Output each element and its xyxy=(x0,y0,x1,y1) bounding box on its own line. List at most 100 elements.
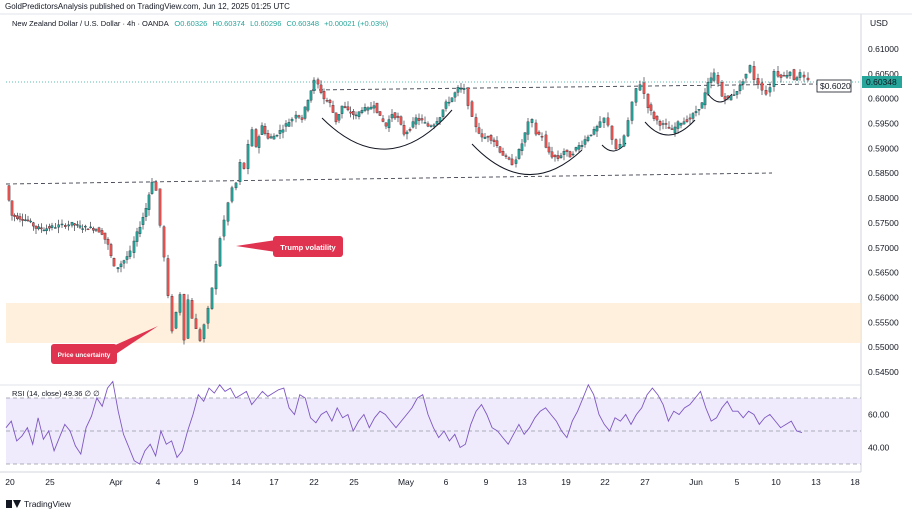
candle-body xyxy=(34,225,38,229)
candle xyxy=(337,114,341,124)
candle xyxy=(595,124,599,137)
candle-body xyxy=(405,131,409,135)
candle xyxy=(630,101,634,125)
candle xyxy=(92,226,95,234)
candle xyxy=(194,313,198,330)
price-tick-label: 0.55000 xyxy=(868,342,899,352)
candle-body xyxy=(622,135,626,147)
candle xyxy=(483,133,487,140)
candle xyxy=(772,69,776,92)
candle-body xyxy=(638,84,642,91)
rsi-line xyxy=(5,380,803,465)
candle-body xyxy=(649,104,653,111)
candle xyxy=(42,227,46,232)
candle xyxy=(369,102,373,110)
candle xyxy=(534,119,538,137)
candle xyxy=(73,223,76,232)
candle-body xyxy=(254,129,258,147)
candle-body xyxy=(592,129,596,135)
candle-body xyxy=(119,263,123,268)
candle xyxy=(679,122,683,129)
candle xyxy=(275,134,279,138)
annotation-price-pointer xyxy=(104,326,158,358)
candle xyxy=(234,182,238,191)
candle xyxy=(779,73,783,83)
candle xyxy=(269,133,273,139)
annotation-price-uncertainty: Price uncertainty xyxy=(51,326,158,364)
candle-body xyxy=(520,143,524,151)
candle xyxy=(354,111,358,120)
candle-body xyxy=(748,65,752,73)
candle-body xyxy=(495,140,499,146)
candle xyxy=(64,223,67,229)
candle-body xyxy=(630,101,634,121)
candle xyxy=(174,311,178,330)
candle-body xyxy=(694,111,698,114)
candle-body xyxy=(540,135,544,138)
candle xyxy=(414,114,418,130)
price-marker-text: $0.6020 xyxy=(820,81,851,91)
candle-body xyxy=(798,72,802,78)
candle-body xyxy=(661,123,665,125)
candle xyxy=(10,200,14,221)
time-axis-ticks: 20 25 Apr 4 9 14 17 22 25 May 6 9 13 19 22 27 Jun 5 10 13 18 xyxy=(5,477,860,487)
candle xyxy=(103,232,107,244)
candle xyxy=(540,132,544,141)
rsi-tick-label: 60.00 xyxy=(868,410,890,420)
candle xyxy=(284,120,288,132)
price-marker-box xyxy=(816,79,852,93)
candle xyxy=(520,138,524,156)
candle-body xyxy=(226,202,230,222)
candle-body xyxy=(470,101,474,117)
candle-body xyxy=(795,77,799,81)
candle-body xyxy=(234,182,238,189)
candle-body xyxy=(741,81,745,85)
time-tick-label: 9 xyxy=(194,477,199,487)
candle xyxy=(792,68,796,81)
candle-body xyxy=(194,318,198,330)
candle xyxy=(16,212,19,221)
candle-body xyxy=(190,300,194,319)
candle-body xyxy=(792,69,796,80)
candle-body xyxy=(26,219,30,222)
candle-body xyxy=(553,154,557,158)
candle xyxy=(260,122,264,136)
candle xyxy=(132,236,136,259)
candle xyxy=(70,221,74,228)
candle xyxy=(408,127,412,133)
candle xyxy=(290,117,294,127)
candle xyxy=(125,251,129,264)
candle xyxy=(144,202,148,222)
legend-low: L0.60296 xyxy=(250,19,281,28)
candle xyxy=(60,219,64,229)
candle-body xyxy=(768,87,772,93)
candle xyxy=(764,85,768,96)
candle-body xyxy=(246,144,250,169)
candle xyxy=(514,156,518,168)
candle-body xyxy=(685,119,689,122)
price-tick-label: 0.58000 xyxy=(868,193,899,203)
candle xyxy=(158,188,162,228)
candle xyxy=(802,71,806,82)
candle-body xyxy=(182,294,186,341)
candle xyxy=(21,213,24,227)
time-tick-label: 4 xyxy=(156,477,161,487)
candle-body xyxy=(706,82,710,95)
candle xyxy=(456,85,460,97)
candle-body xyxy=(260,125,264,135)
candle xyxy=(141,212,145,230)
candle-body xyxy=(214,264,218,290)
candle xyxy=(297,114,301,120)
candle-body xyxy=(158,188,162,226)
candle-body xyxy=(559,155,563,158)
candle xyxy=(682,117,686,125)
symbol-legend: New Zealand Dollar / U.S. Dollar · 4h · … xyxy=(12,19,389,28)
candle xyxy=(547,142,551,155)
candle-body xyxy=(393,112,397,119)
rsi-tick-label: 40.00 xyxy=(868,443,890,453)
candle xyxy=(429,124,433,128)
candle-body xyxy=(306,99,310,111)
candle-body xyxy=(284,123,288,127)
candle-body xyxy=(322,91,326,100)
